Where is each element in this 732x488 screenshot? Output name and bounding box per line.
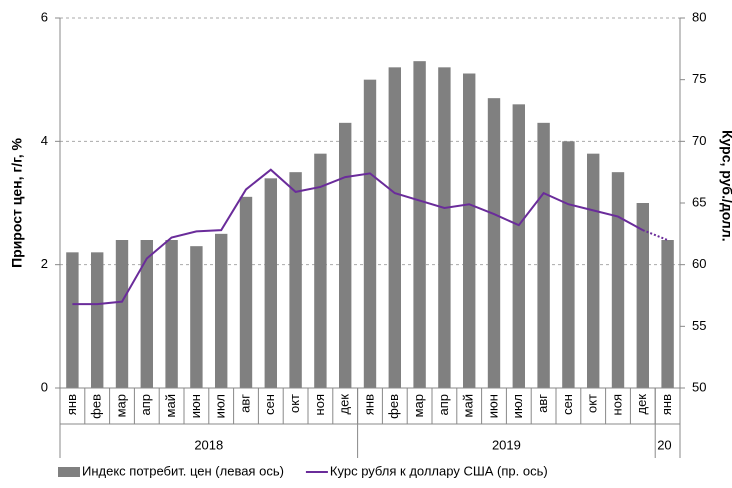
legend-label: Курс рубля к доллару США (пр. ось) bbox=[330, 463, 548, 478]
bar bbox=[413, 61, 426, 389]
x-tick-label: июн bbox=[188, 394, 203, 418]
x-tick-label: сен bbox=[262, 394, 277, 415]
bar bbox=[587, 153, 600, 388]
x-tick-label: июл bbox=[213, 394, 228, 418]
x-tick-label: окт bbox=[287, 394, 302, 413]
bar bbox=[562, 141, 575, 388]
bar bbox=[314, 153, 327, 388]
x-tick-label: июн bbox=[485, 394, 500, 418]
y2-tick-label: 70 bbox=[692, 133, 706, 148]
bar bbox=[388, 67, 401, 388]
line-dotted bbox=[642, 229, 668, 241]
bar bbox=[339, 122, 352, 388]
x-tick-label: фев bbox=[386, 394, 401, 419]
x-tick-label: авг bbox=[237, 394, 252, 413]
bar bbox=[289, 172, 302, 388]
y2-tick-label: 80 bbox=[692, 9, 706, 24]
x-tick-label: янв bbox=[659, 394, 674, 415]
x-tick-label: июл bbox=[510, 394, 525, 418]
y2-tick-label: 65 bbox=[692, 194, 706, 209]
bar bbox=[264, 178, 277, 388]
bar bbox=[537, 122, 550, 388]
x-tick-label: май bbox=[461, 394, 476, 417]
x-tick-label: окт bbox=[585, 394, 600, 413]
bar bbox=[91, 252, 104, 388]
legend-label: Индекс потребит. цен (левая ось) bbox=[82, 463, 284, 478]
x-group-label: 2019 bbox=[492, 437, 521, 452]
y2-tick-label: 50 bbox=[692, 379, 706, 394]
bar bbox=[512, 104, 525, 388]
x-group-label: 20 bbox=[657, 437, 671, 452]
bar bbox=[636, 203, 649, 388]
x-tick-label: фев bbox=[89, 394, 104, 419]
legend-swatch bbox=[58, 467, 80, 477]
x-tick-label: мар bbox=[411, 394, 426, 417]
bar bbox=[487, 98, 501, 389]
y2-tick-label: 60 bbox=[692, 256, 706, 271]
y-tick-label: 2 bbox=[41, 256, 48, 271]
bar bbox=[165, 240, 178, 388]
x-tick-label: янв bbox=[361, 394, 376, 415]
bar bbox=[140, 240, 153, 388]
y-tick-label: 0 bbox=[41, 379, 48, 394]
x-tick-label: дек bbox=[634, 394, 649, 415]
y2-tick-label: 55 bbox=[692, 318, 706, 333]
y-axis-title: Прирост цен, г/г, % bbox=[9, 138, 25, 268]
x-tick-label: ноя bbox=[609, 394, 624, 415]
y-tick-label: 4 bbox=[41, 133, 48, 148]
x-tick-label: апр bbox=[436, 394, 451, 416]
x-tick-label: май bbox=[163, 394, 178, 417]
x-tick-label: авг bbox=[535, 394, 550, 413]
bar bbox=[463, 73, 476, 388]
y2-tick-label: 75 bbox=[692, 71, 706, 86]
x-tick-label: мар bbox=[113, 394, 128, 417]
bar bbox=[661, 240, 674, 388]
bar bbox=[363, 79, 377, 389]
bar bbox=[66, 252, 79, 388]
bar bbox=[215, 233, 228, 388]
bar bbox=[611, 172, 625, 388]
bar bbox=[239, 196, 253, 388]
bar bbox=[190, 246, 203, 388]
x-tick-label: апр bbox=[138, 394, 153, 416]
y-tick-label: 6 bbox=[41, 9, 48, 24]
y2-axis-title: Курс, руб./долл. bbox=[719, 130, 732, 242]
bar bbox=[115, 240, 129, 388]
x-tick-label: ноя bbox=[312, 394, 327, 415]
line bbox=[72, 168, 644, 306]
bar bbox=[438, 67, 451, 388]
x-tick-label: янв bbox=[64, 394, 79, 415]
x-tick-label: сен bbox=[560, 394, 575, 415]
x-group-label: 2018 bbox=[194, 437, 223, 452]
x-tick-label: дек bbox=[337, 394, 352, 415]
